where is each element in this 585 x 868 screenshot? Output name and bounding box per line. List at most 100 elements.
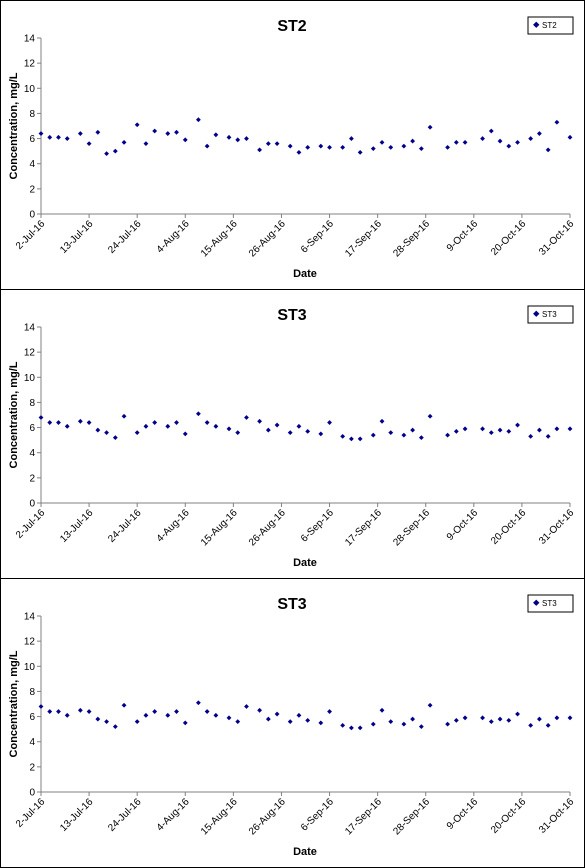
data-point: [235, 430, 241, 436]
data-point: [287, 430, 293, 436]
data-point: [165, 131, 171, 136]
data-point: [134, 430, 140, 436]
data-point: [480, 136, 485, 141]
data-point: [296, 149, 302, 155]
y-tick-label: 14: [24, 323, 36, 334]
legend-box: [527, 305, 574, 324]
x-tick-label: 13-Jul-16: [58, 218, 96, 256]
data-point: [305, 717, 311, 723]
data-point: [226, 134, 232, 140]
data-point: [226, 426, 232, 432]
data-point: [182, 720, 188, 726]
data-point: [152, 420, 158, 425]
y-tick-label: 8: [29, 398, 35, 409]
data-point: [318, 431, 324, 437]
data-point: [357, 725, 363, 731]
x-tick-label: 31-Oct-16: [537, 218, 577, 258]
x-tick-label: 31-Oct-16: [537, 507, 577, 547]
data-point: [134, 122, 140, 128]
data-point: [143, 712, 149, 718]
data-point: [152, 128, 158, 134]
data-point: [95, 427, 101, 433]
y-tick-label: 0: [29, 499, 35, 510]
data-point: [554, 426, 560, 432]
x-tick-label: 28-Sep-16: [391, 218, 432, 259]
data-point: [427, 124, 433, 130]
data-point: [121, 702, 127, 708]
x-tick-label: 20-Oct-16: [489, 507, 529, 547]
data-point: [257, 707, 262, 713]
x-tick-label: 9-Oct-16: [445, 796, 481, 832]
data-point: [349, 725, 354, 731]
data-point: [506, 428, 512, 434]
x-tick-label: 24-Jul-16: [106, 507, 144, 545]
data-point: [38, 704, 44, 709]
data-point: [545, 433, 551, 439]
x-tick-label: 9-Oct-16: [445, 218, 481, 254]
data-point: [427, 413, 433, 419]
data-point: [143, 141, 149, 147]
x-tick-label: 31-Oct-16: [537, 796, 577, 836]
data-point: [112, 435, 118, 441]
chart-title: ST3: [277, 596, 306, 613]
chart-title: ST2: [277, 18, 306, 35]
data-point: [64, 423, 70, 429]
x-tick-label: 20-Oct-16: [489, 796, 529, 836]
data-point: [497, 716, 503, 722]
data-point: [410, 138, 416, 144]
data-point: [134, 719, 140, 725]
x-tick-label: 26-Aug-16: [247, 507, 288, 548]
data-point: [274, 711, 280, 717]
data-point: [318, 720, 324, 726]
data-point: [235, 719, 241, 725]
x-tick-label: 17-Sep-16: [343, 218, 384, 259]
data-point: [77, 131, 83, 136]
data-point: [143, 423, 149, 429]
y-tick-label: 6: [29, 423, 35, 434]
data-point: [182, 137, 188, 143]
data-point: [462, 139, 468, 145]
data-point: [95, 716, 101, 722]
data-point: [204, 143, 210, 149]
data-point: [274, 141, 280, 147]
data-point: [86, 420, 92, 425]
data-point: [195, 117, 201, 123]
data-point: [388, 144, 394, 150]
data-point: [357, 436, 363, 442]
chart-panel-st3-lower: ST3 ST3 0 2 4 6 8 10 12 14 2-Jul-16 13-Jul-16 24-Jul…: [0, 578, 585, 868]
data-point: [38, 131, 44, 136]
data-point: [121, 413, 127, 419]
data-point: [204, 709, 210, 714]
y-tick-label: 0: [29, 210, 35, 221]
data-point: [104, 719, 109, 725]
data-point: [287, 143, 293, 149]
legend: ST3: [527, 305, 574, 324]
data-point: [506, 143, 512, 149]
data-point: [174, 420, 179, 425]
chart-title: ST3: [277, 307, 306, 324]
y-tick-label: 2: [29, 762, 35, 773]
x-tick-label: 4-Aug-16: [155, 796, 192, 833]
y-tick-label: 10: [24, 84, 36, 95]
data-point: [401, 432, 407, 438]
x-tick-label: 6-Sep-16: [299, 218, 336, 255]
data-point: [318, 143, 324, 149]
x-tick-label: 26-Aug-16: [247, 218, 288, 259]
chart-panel-st3-upper: ST3 ST3 0 2 4 6 8 10 12 14 2-Jul-16 13-Jul-16 24-Jul…: [0, 289, 585, 579]
x-tick-label: 17-Sep-16: [343, 796, 384, 837]
data-point: [56, 709, 61, 714]
data-point: [453, 717, 459, 723]
chart-panel-st2: ST2 ST2 0 2 4 6 8 10 12 14 2-Jul-16 13-Jul-16 24-Jul…: [0, 0, 585, 290]
scatter-chart-st2: ST2 ST2 0 2 4 6 8 10 12 14 2-Jul-16 13-Jul-16 24-Jul…: [8, 16, 577, 280]
data-point: [257, 147, 262, 153]
x-tick-label: 9-Oct-16: [445, 507, 481, 543]
data-point: [567, 715, 573, 721]
data-point: [370, 146, 376, 152]
data-point: [86, 141, 92, 147]
x-tick-label: 6-Sep-16: [299, 507, 336, 544]
data-point: [121, 139, 127, 145]
x-tick-label: 13-Jul-16: [58, 507, 96, 545]
data-point: [104, 151, 109, 157]
legend: ST2: [527, 16, 574, 35]
y-axis-label: Concentration, mg/L: [8, 72, 20, 179]
